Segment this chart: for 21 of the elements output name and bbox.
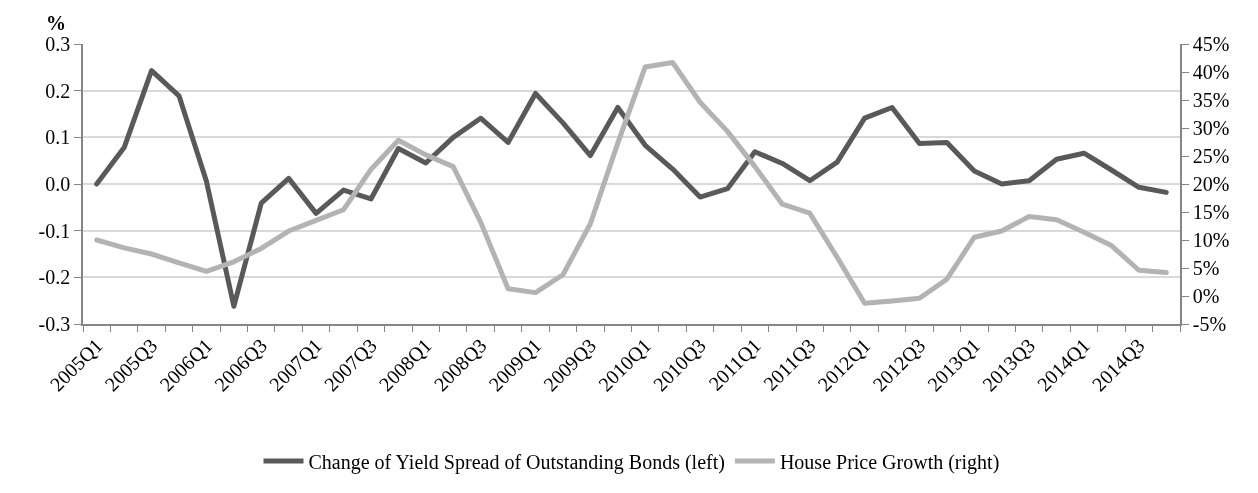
- y2-tick-label: 20%: [1192, 173, 1230, 195]
- y-tick-label: 0.2: [45, 79, 71, 102]
- y2-tick-label: 40%: [1192, 61, 1230, 83]
- y2-tick-label: 10%: [1192, 229, 1230, 251]
- legend-label: Change of Yield Spread of Outstanding Bonds (left): [308, 450, 725, 474]
- y2-tick-label: 45%: [1192, 33, 1230, 55]
- y2-tick-label: 25%: [1192, 145, 1230, 167]
- y-tick-label: 0.3: [45, 33, 71, 55]
- y2-tick-label: 5%: [1192, 257, 1220, 279]
- y-tick-label: 0.0: [45, 173, 71, 195]
- y2-tick-label: 30%: [1192, 117, 1230, 139]
- y2-tick-label: -5%: [1192, 313, 1227, 335]
- y-tick-label: -0.1: [38, 219, 71, 242]
- y-tick-label: -0.3: [38, 313, 71, 335]
- y2-tick-label: 0%: [1192, 285, 1220, 307]
- legend-label: House Price Growth (right): [779, 450, 1000, 474]
- y2-tick-label: 15%: [1192, 201, 1230, 223]
- y2-tick-label: 35%: [1192, 89, 1230, 111]
- y-axis-title: %: [46, 12, 66, 34]
- y-tick-label: -0.2: [38, 266, 71, 289]
- y-tick-label: 0.1: [45, 126, 71, 149]
